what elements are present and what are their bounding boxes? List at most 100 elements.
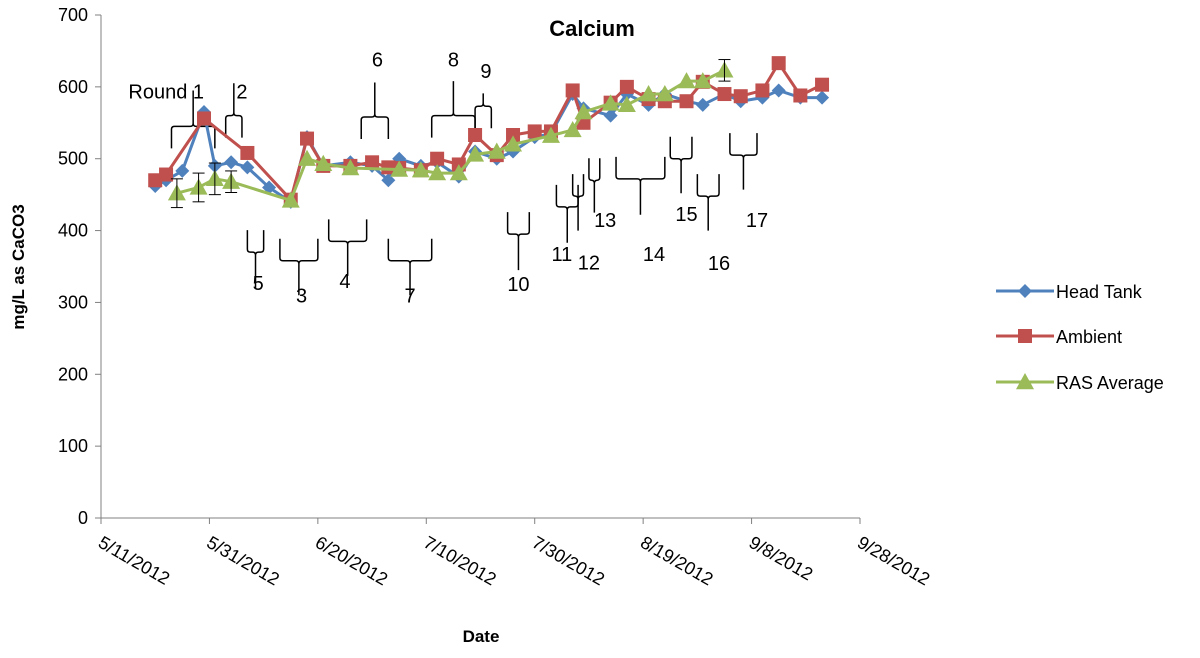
x-tick-label: 8/19/2012 xyxy=(637,532,716,589)
y-tick-label: 200 xyxy=(58,364,88,384)
data-point-ras-average xyxy=(601,94,620,111)
data-point-ras-average xyxy=(574,103,593,120)
data-point-ras-average xyxy=(281,191,300,208)
data-point-head-tank xyxy=(815,90,830,105)
data-point-head-tank xyxy=(224,155,239,170)
legend: Head Tank Ambient RAS Average xyxy=(996,282,1164,393)
round-brace xyxy=(327,219,368,276)
data-point-ambient xyxy=(381,160,396,175)
round-braces xyxy=(170,81,758,296)
series-group xyxy=(148,56,830,209)
round-label: 15 xyxy=(675,204,697,226)
data-point-ras-average xyxy=(449,164,468,181)
round-brace xyxy=(615,156,666,215)
round-label: 11 xyxy=(551,244,572,266)
data-point-ambient xyxy=(771,56,786,71)
data-point-ambient xyxy=(300,131,315,146)
data-point-ras-average xyxy=(617,95,636,113)
legend-entry-head-tank: Head Tank xyxy=(996,282,1143,302)
round-label: 13 xyxy=(594,210,616,232)
round-brace xyxy=(555,184,579,243)
round-label: 4 xyxy=(339,271,350,293)
series-line-ambient xyxy=(154,61,823,202)
round-annotations: Round 1 2 5 3 4 6 7 89 10 11 12 13 14 15 16 17 xyxy=(128,50,768,308)
data-point-ras-average xyxy=(677,72,696,89)
series-ras-average xyxy=(167,61,734,208)
round-brace xyxy=(387,238,433,296)
data-point-ambient xyxy=(430,151,445,166)
data-point-ras-average xyxy=(541,126,560,143)
legend-marker-ras-average xyxy=(1016,373,1034,390)
data-point-ambient xyxy=(815,77,830,92)
data-point-ambient xyxy=(527,124,542,139)
round-label: 16 xyxy=(708,253,730,275)
data-point-ras-average xyxy=(487,142,506,159)
data-point-ras-average xyxy=(466,145,485,162)
error-bars xyxy=(170,59,731,209)
data-point-head-tank xyxy=(771,83,786,98)
x-tick-label: 7/30/2012 xyxy=(529,532,608,589)
x-tick-label: 5/31/2012 xyxy=(203,532,282,589)
x-tick-label: 5/11/2012 xyxy=(95,532,173,589)
data-point-head-tank xyxy=(695,97,710,112)
data-point-ambient xyxy=(755,83,770,98)
y-tick-label: 700 xyxy=(58,5,88,25)
data-point-ambient xyxy=(619,79,634,94)
round-brace xyxy=(506,212,531,271)
round-label: 7 xyxy=(404,285,415,307)
data-point-ras-average xyxy=(504,135,523,152)
x-tick-label: 6/20/2012 xyxy=(312,532,391,589)
series-line-ras-average xyxy=(176,68,726,202)
round-label: 5 xyxy=(253,273,264,295)
x-axis-title: Date xyxy=(463,627,500,646)
data-point-ambient xyxy=(159,167,174,182)
legend-label-head-tank: Head Tank xyxy=(1056,282,1143,302)
data-point-ambient xyxy=(793,88,808,103)
y-tick-label: 300 xyxy=(58,292,88,312)
round-brace xyxy=(729,133,758,190)
round-brace xyxy=(360,82,390,140)
y-tick-label: 100 xyxy=(58,436,88,456)
data-point-ambient xyxy=(733,89,748,104)
round-label: Round 1 xyxy=(128,81,204,103)
legend-label-ras-average: RAS Average xyxy=(1056,373,1164,393)
data-point-ambient xyxy=(717,87,732,102)
legend-entry-ras-average: RAS Average xyxy=(996,373,1164,393)
data-point-ras-average xyxy=(693,72,712,89)
data-point-ambient xyxy=(240,145,255,160)
data-point-ras-average xyxy=(314,154,333,171)
round-label: 17 xyxy=(746,210,768,232)
data-point-ambient xyxy=(565,83,580,98)
round-brace xyxy=(696,174,720,231)
data-point-head-tank xyxy=(603,108,618,123)
data-point-ambient xyxy=(148,173,163,188)
data-point-head-tank xyxy=(175,163,190,178)
round-label: 12 xyxy=(578,252,600,274)
data-point-ambient xyxy=(197,111,212,126)
data-point-ambient xyxy=(506,128,521,143)
data-point-ambient xyxy=(468,128,483,143)
round-brace xyxy=(588,158,601,213)
round-brace xyxy=(246,230,265,289)
y-tick-label: 500 xyxy=(58,149,88,169)
data-point-ambient xyxy=(679,94,694,109)
x-tick-label: 7/10/2012 xyxy=(420,532,499,589)
round-label: 3 xyxy=(296,285,307,307)
round-brace xyxy=(669,136,693,194)
chart-title: Calcium xyxy=(549,16,635,41)
data-point-ras-average xyxy=(341,159,360,176)
data-point-ras-average xyxy=(655,85,674,102)
data-point-ras-average xyxy=(390,160,409,177)
round-brace xyxy=(224,83,243,138)
y-tick-label: 400 xyxy=(58,221,88,241)
data-point-ambient xyxy=(365,155,380,170)
data-point-head-tank xyxy=(240,160,255,175)
x-tick-label: 9/28/2012 xyxy=(854,532,933,589)
data-point-head-tank xyxy=(381,173,396,188)
legend-label-ambient: Ambient xyxy=(1056,327,1122,347)
data-point-ras-average xyxy=(563,120,582,138)
legend-marker-head-tank xyxy=(1018,284,1032,298)
round-label: 14 xyxy=(643,244,665,266)
